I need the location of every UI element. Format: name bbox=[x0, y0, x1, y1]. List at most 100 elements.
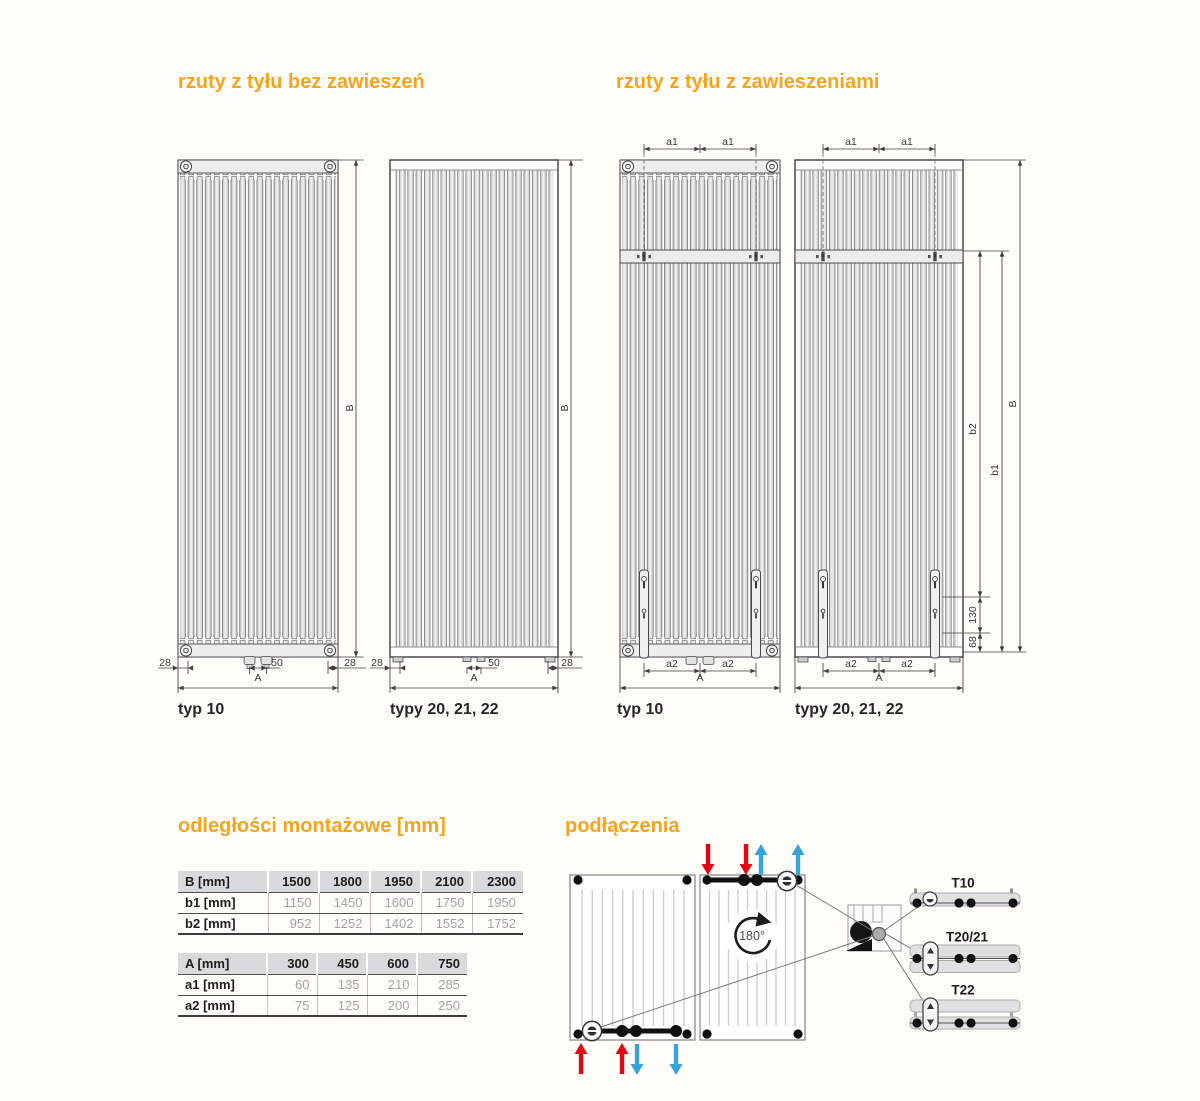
table-cell: 2100 bbox=[420, 871, 472, 893]
typ20-21-22-rear-view-drawing bbox=[370, 159, 583, 693]
table-row-label: a1 [mm] bbox=[178, 974, 267, 996]
dimension-lines bbox=[794, 144, 1026, 693]
dim-label-b1: b1 bbox=[989, 464, 1001, 476]
table-cell: 600 bbox=[366, 953, 417, 975]
dim-label-A: A bbox=[696, 672, 704, 684]
dim-label-28: 28 bbox=[561, 657, 573, 669]
heading-connections: podłączenia bbox=[565, 815, 680, 837]
wall-brackets bbox=[818, 569, 940, 659]
table-A-a1-a2: A [mm] 300 450 600 750 a1 [mm] 60 135 21… bbox=[178, 953, 467, 1017]
caption-typ10: typ 10 bbox=[617, 701, 664, 718]
table-row-label: A [mm] bbox=[178, 953, 267, 975]
dim-label-A: A bbox=[875, 672, 883, 684]
connections-diagram bbox=[569, 844, 1021, 1075]
caption-typ10: typ 10 bbox=[178, 701, 225, 718]
dim-label-a1: a1 bbox=[666, 136, 678, 148]
table-cell: 1450 bbox=[318, 892, 370, 914]
supply-arrow bbox=[701, 844, 753, 875]
dim-label-28: 28 bbox=[344, 657, 356, 669]
dim-label-28: 28 bbox=[371, 657, 383, 669]
dim-label-b2: b2 bbox=[967, 423, 979, 435]
heading-mounting-distances: odległości montażowe [mm] bbox=[178, 815, 446, 837]
table-row-label: b1 [mm] bbox=[178, 892, 268, 914]
table-cell: 250 bbox=[416, 995, 467, 1017]
table-cell: 952 bbox=[267, 913, 319, 935]
dim-label-B: B bbox=[344, 404, 356, 412]
mounting-rail bbox=[619, 249, 781, 264]
dim-label-a1: a1 bbox=[722, 136, 734, 148]
dimension-lines bbox=[370, 159, 583, 693]
dim-label-B: B bbox=[1007, 400, 1019, 408]
caption-typ20-21-22: typy 20, 21, 22 bbox=[390, 701, 499, 718]
valve-corner-detail bbox=[846, 904, 902, 952]
table-cell: 1752 bbox=[471, 913, 523, 935]
table-cell: 1800 bbox=[318, 871, 370, 893]
typ10-rear-view-hangers-drawing bbox=[619, 144, 781, 693]
table-cell: 300 bbox=[266, 953, 317, 975]
connection-type-t10 bbox=[909, 888, 1021, 908]
dim-label-A: A bbox=[470, 672, 478, 684]
table-cell: 750 bbox=[416, 953, 467, 975]
table-cell: 1150 bbox=[267, 892, 319, 914]
table-cell: 1750 bbox=[420, 892, 472, 914]
table-cell: 60 bbox=[266, 974, 317, 996]
heading-rear-with-hangers: rzuty z tyłu z zawieszeniami bbox=[616, 71, 880, 93]
table-cell: 1552 bbox=[420, 913, 472, 935]
dim-label-130: 130 bbox=[967, 606, 979, 624]
typ20-21-22-rear-view-hangers-drawing bbox=[794, 144, 1026, 693]
table-row-label: a2 [mm] bbox=[178, 995, 267, 1017]
table-cell: 135 bbox=[316, 974, 367, 996]
dim-label-a2: a2 bbox=[666, 658, 678, 670]
caption-typ20-21-22: typy 20, 21, 22 bbox=[795, 701, 904, 718]
table-cell: 1950 bbox=[369, 871, 421, 893]
wall-brackets bbox=[639, 569, 761, 659]
table-cell: 1600 bbox=[369, 892, 421, 914]
table-cell: 200 bbox=[366, 995, 417, 1017]
dim-label-a2: a2 bbox=[901, 658, 913, 670]
connection-type-t22 bbox=[909, 997, 1021, 1032]
connection-type-label-t22: T22 bbox=[951, 982, 975, 998]
rotation-180-label: 180° bbox=[739, 929, 765, 943]
table-cell: 75 bbox=[266, 995, 317, 1017]
return-arrow bbox=[754, 844, 805, 875]
radiator-bottom-connection bbox=[569, 874, 696, 1075]
radiator-body bbox=[389, 159, 559, 663]
bracket-axis-lines bbox=[643, 153, 757, 262]
dim-label-a1: a1 bbox=[901, 136, 913, 148]
table-cell: 1252 bbox=[318, 913, 370, 935]
table-cell: 285 bbox=[416, 974, 467, 996]
table-cell: 210 bbox=[366, 974, 417, 996]
return-arrow bbox=[630, 1044, 683, 1075]
table-cell: 1402 bbox=[369, 913, 421, 935]
typ10-rear-view-drawing bbox=[158, 159, 366, 693]
dim-label-a2: a2 bbox=[722, 658, 734, 670]
dim-label-28: 28 bbox=[159, 657, 171, 669]
callout-hub-dot bbox=[871, 926, 887, 942]
heading-rear-no-hangers: rzuty z tyłu bez zawieszeń bbox=[178, 71, 425, 93]
table-cell: 1950 bbox=[471, 892, 523, 914]
dimension-lines bbox=[158, 159, 366, 693]
connection-type-label-t20-21: T20/21 bbox=[945, 929, 989, 945]
supply-arrow bbox=[574, 1043, 629, 1074]
dim-label-A: A bbox=[254, 672, 262, 684]
table-B-b1-b2: B [mm] 1500 1800 1950 2100 2300 b1 [mm] … bbox=[178, 871, 523, 935]
rotation-180-icon bbox=[725, 909, 779, 963]
dim-label-50: 50 bbox=[271, 657, 283, 669]
dim-label-B: B bbox=[559, 404, 571, 412]
dim-label-a2: a2 bbox=[845, 658, 857, 670]
table-cell: 125 bbox=[316, 995, 367, 1017]
table-cell: 450 bbox=[316, 953, 367, 975]
dim-label-a1: a1 bbox=[845, 136, 857, 148]
bracket-axis-lines bbox=[822, 153, 936, 262]
dim-label-68: 68 bbox=[967, 636, 979, 648]
table-row-label: b2 [mm] bbox=[178, 913, 268, 935]
table-cell: 2300 bbox=[471, 871, 523, 893]
radiator-body bbox=[177, 159, 339, 669]
table-row-label: B [mm] bbox=[178, 871, 268, 893]
connection-type-label-t10: T10 bbox=[951, 875, 975, 891]
dim-label-50: 50 bbox=[488, 657, 500, 669]
radiator-top-connection bbox=[699, 844, 806, 1041]
table-cell: 1500 bbox=[267, 871, 319, 893]
dimension-lines bbox=[619, 144, 781, 693]
